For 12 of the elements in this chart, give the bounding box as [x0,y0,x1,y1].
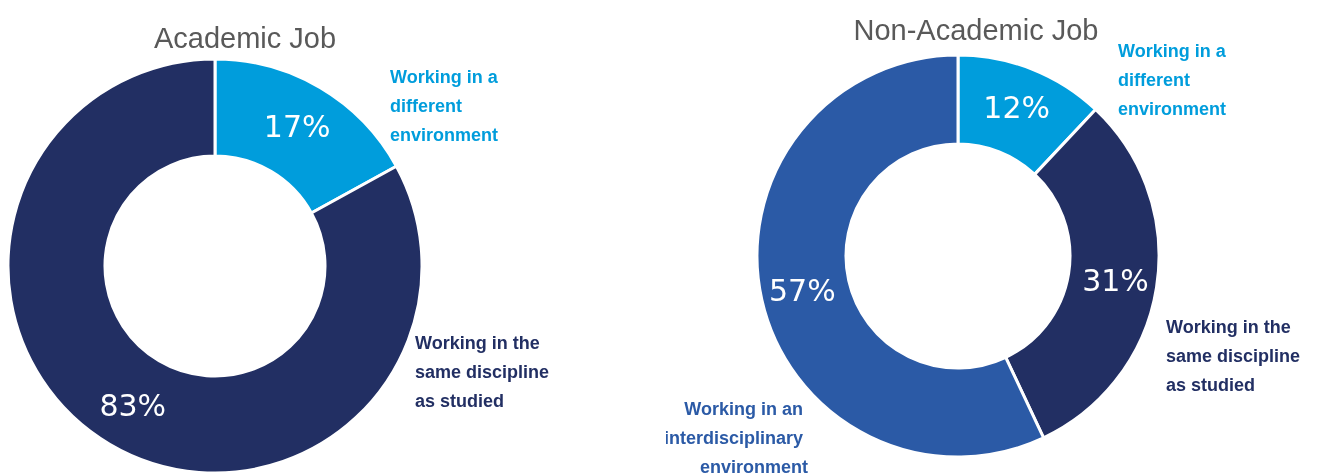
data-label: 17% [263,109,331,145]
chart-title: Academic Job [153,21,337,54]
chart-title: Non-Academic Job [853,13,1099,46]
data-label: 83% [99,387,167,423]
data-label: 57% [769,273,836,309]
slice-label: Working in the same discipline as studied [415,332,555,411]
slice-label: Working in the same discipline as studied [1166,316,1306,395]
slice-label: Working in a different environment [390,66,503,145]
slice-label: Working in a different environment [1118,40,1231,119]
data-label: 12% [983,90,1051,126]
data-label: 31% [1082,263,1149,299]
slice-label: Working in an interdisciplinary environment [663,398,808,476]
